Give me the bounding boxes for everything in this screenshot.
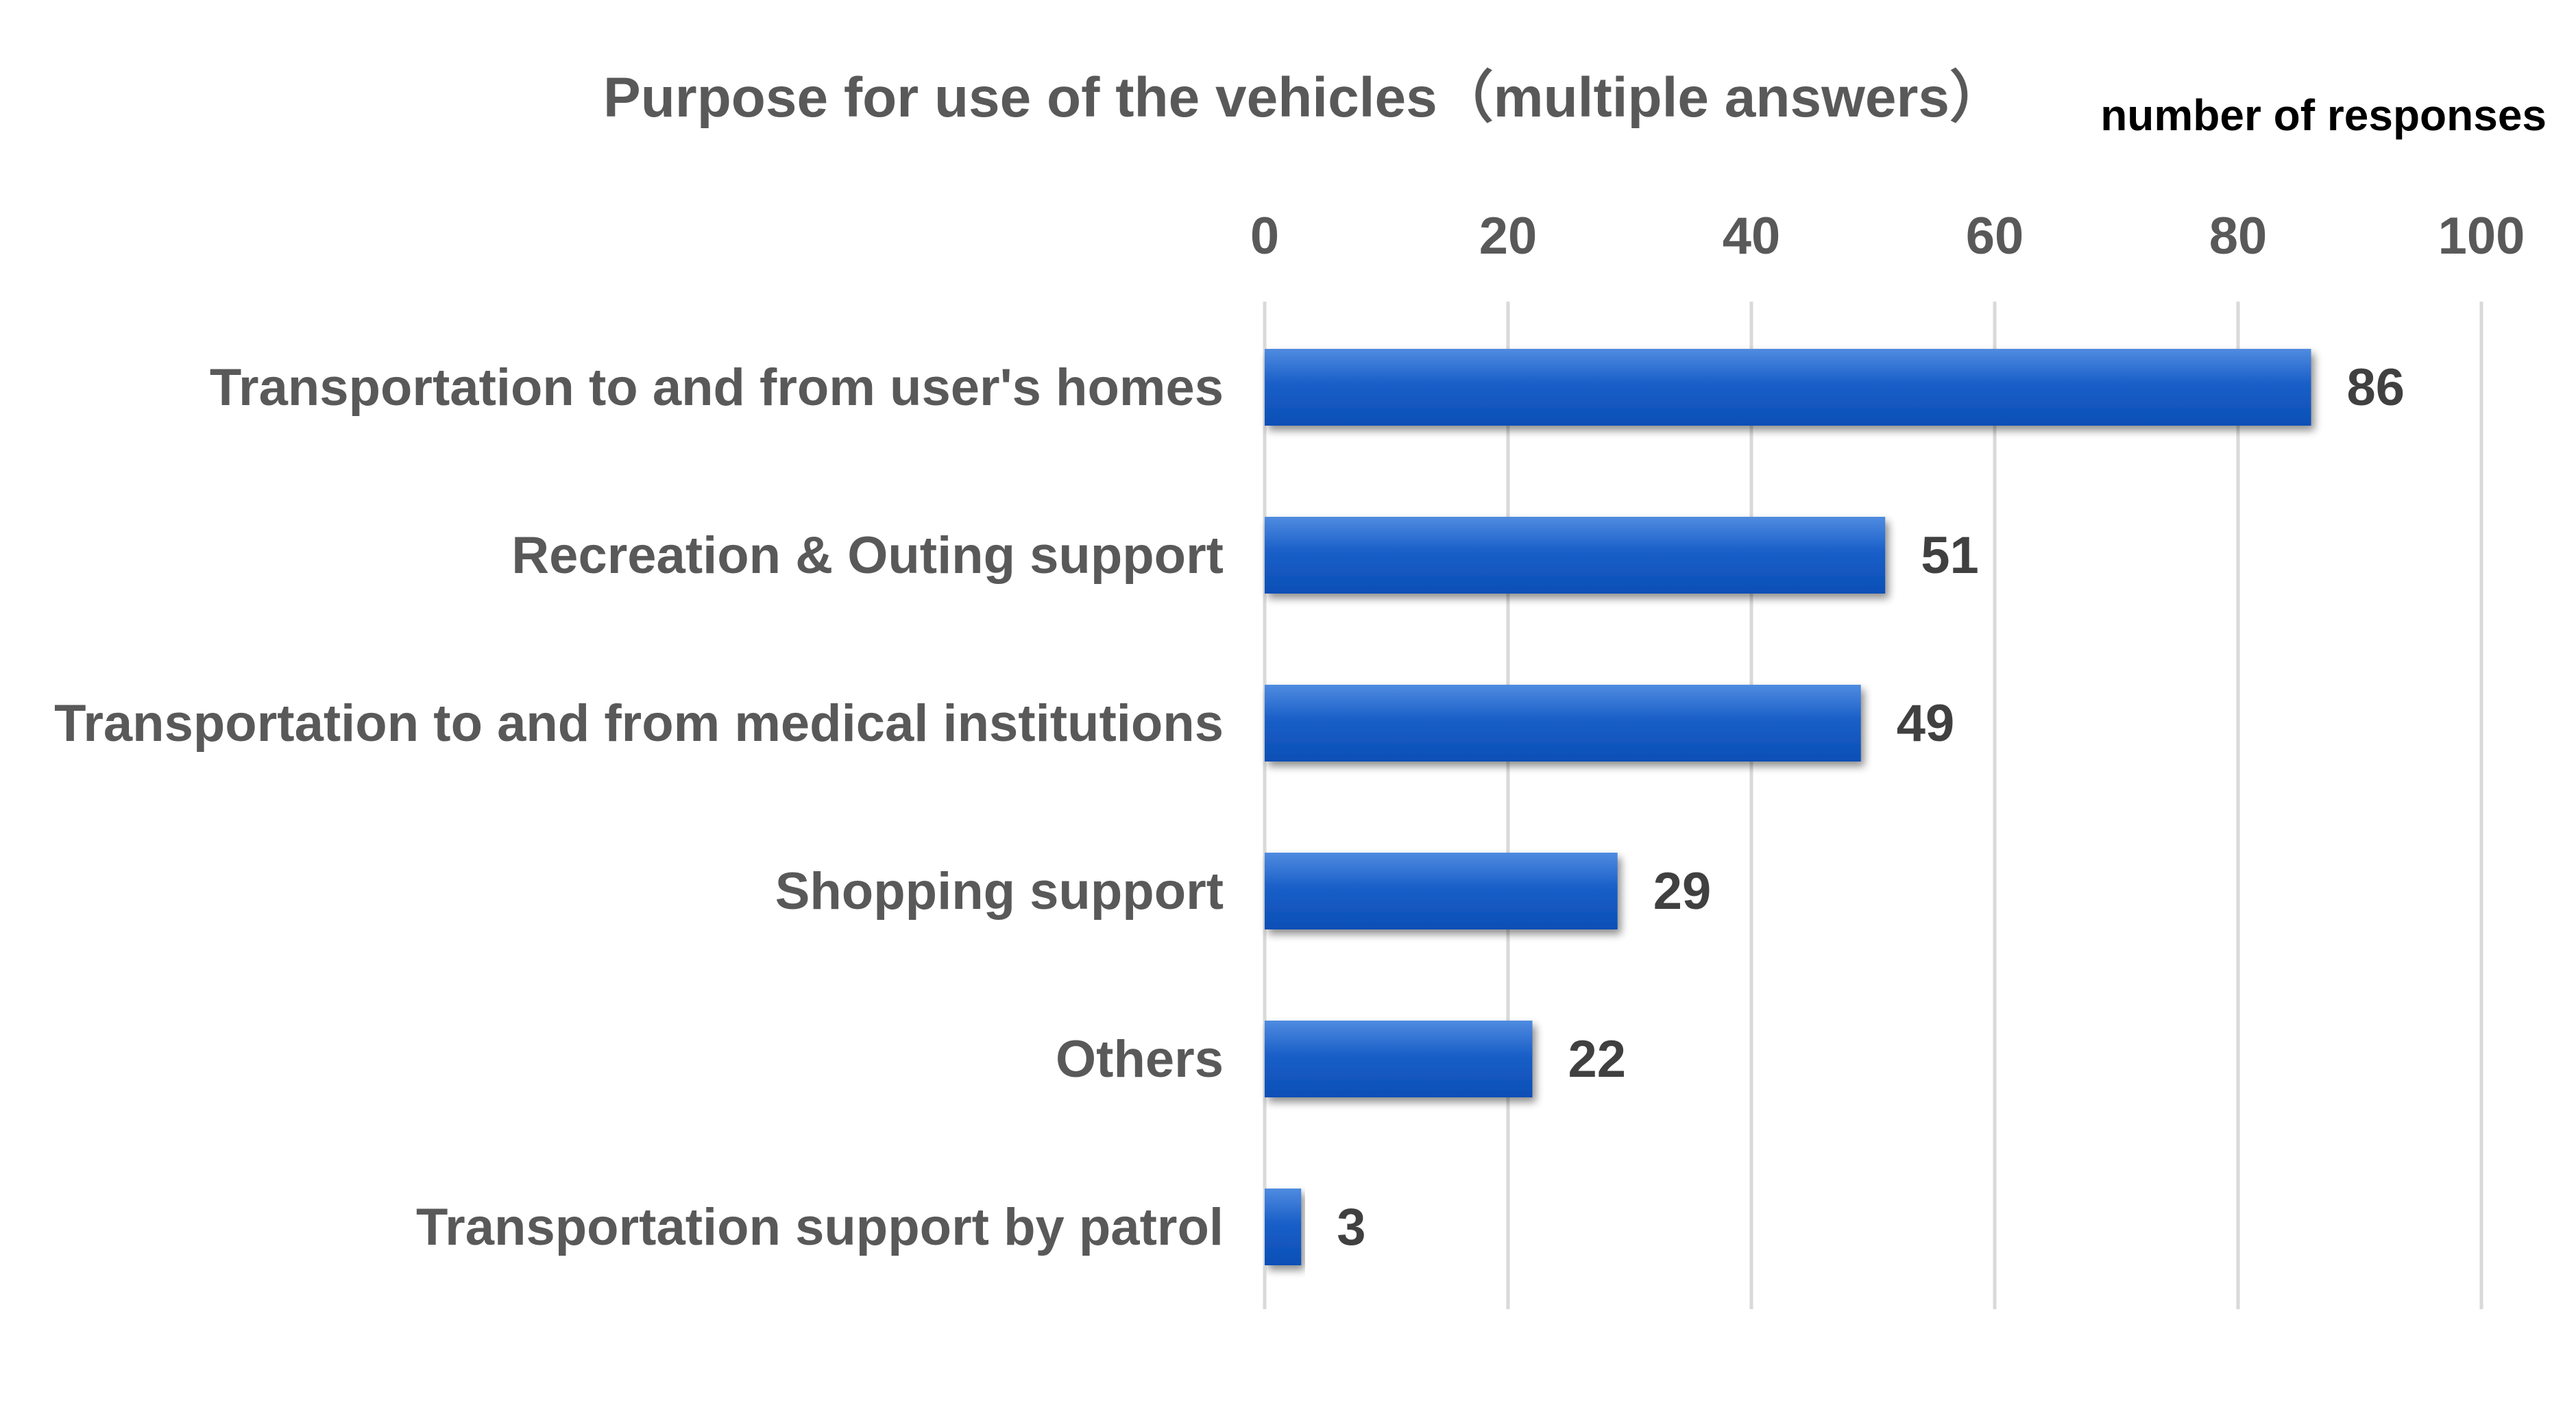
x-tick-label: 60	[1966, 207, 2024, 265]
category-label: Recreation & Outing support	[511, 526, 1224, 585]
category-label: Transportation to and from user's homes	[210, 358, 1224, 417]
category-labels: Transportation to and from user's homes R…	[54, 358, 1224, 1256]
x-tick-label: 80	[2209, 207, 2268, 265]
data-label: 86	[2347, 358, 2405, 417]
category-label: Transportation support by patrol	[416, 1198, 1224, 1256]
unit-label: number of responses	[2100, 90, 2547, 140]
x-tick-label: 100	[2438, 207, 2525, 265]
category-label: Transportation to and from medical insti…	[54, 694, 1224, 753]
data-labels: 86 51 49 29 22 3	[1337, 358, 2405, 1256]
bar	[1265, 685, 1861, 762]
bar	[1265, 517, 1886, 594]
x-tick-label: 20	[1479, 207, 1538, 265]
bars	[1265, 349, 2311, 1265]
data-label: 22	[1568, 1030, 1627, 1088]
x-tick-label: 40	[1723, 207, 1781, 265]
category-label: Shopping support	[775, 862, 1224, 921]
bar	[1265, 349, 2311, 426]
bar	[1265, 853, 1618, 929]
x-tick-label: 0	[1250, 207, 1279, 265]
data-label: 49	[1897, 694, 1955, 753]
data-label: 3	[1337, 1198, 1365, 1256]
gridlines	[1263, 302, 2483, 1309]
bar	[1265, 1021, 1533, 1097]
x-axis-ticks: 0 20 40 60 80 100	[1250, 207, 2525, 265]
data-label: 51	[1921, 526, 1979, 585]
data-label: 29	[1653, 862, 1712, 921]
chart-title: Purpose for use of the vehicles（multiple…	[603, 66, 2006, 129]
category-label: Others	[1056, 1030, 1224, 1088]
bar	[1265, 1189, 1302, 1265]
